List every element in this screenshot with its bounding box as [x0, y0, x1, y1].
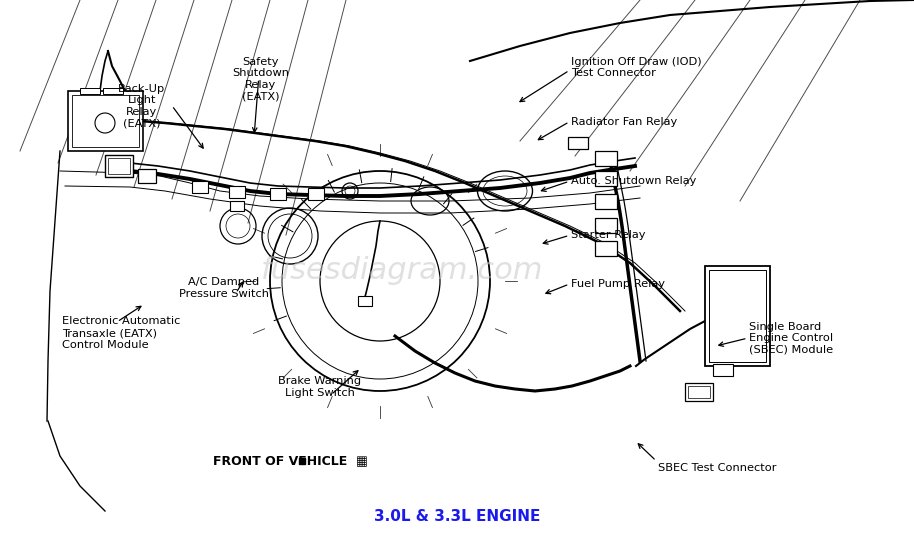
Bar — [230, 201, 244, 211]
Bar — [229, 186, 245, 198]
Bar — [595, 194, 617, 209]
Bar — [595, 241, 617, 256]
Bar — [72, 95, 139, 147]
Text: A/C Damped
Pressure Switch: A/C Damped Pressure Switch — [179, 277, 269, 299]
Bar — [80, 88, 100, 94]
Bar — [705, 266, 770, 366]
Bar — [358, 296, 372, 306]
Bar — [68, 91, 143, 151]
Bar — [138, 169, 156, 183]
Text: Starter Relay: Starter Relay — [571, 230, 646, 240]
Bar — [270, 188, 286, 200]
Bar — [105, 155, 133, 177]
Text: Auto. Shutdown Relay: Auto. Shutdown Relay — [571, 176, 696, 186]
Bar — [103, 88, 123, 94]
Text: 3.0L & 3.3L ENGINE: 3.0L & 3.3L ENGINE — [374, 509, 540, 524]
Text: Fuel Pump Relay: Fuel Pump Relay — [571, 279, 665, 289]
Bar — [713, 364, 733, 376]
Text: Electronic Automatic
Transaxle (EATX)
Control Module: Electronic Automatic Transaxle (EATX) Co… — [62, 316, 181, 349]
Bar — [685, 383, 713, 401]
Text: Brake Warning
Light Switch: Brake Warning Light Switch — [279, 376, 361, 398]
Text: Safety
Shutdown
Relay
(EATX): Safety Shutdown Relay (EATX) — [232, 57, 289, 102]
Text: Radiator Fan Relay: Radiator Fan Relay — [571, 117, 677, 127]
Bar — [595, 218, 617, 233]
Bar — [688, 386, 710, 398]
Bar — [192, 181, 208, 193]
Text: fusesdiagram.com: fusesdiagram.com — [260, 256, 544, 285]
Text: FRONT OF VEHICLE  ▦: FRONT OF VEHICLE ▦ — [213, 454, 368, 467]
Text: Single Board
Engine Control
(SBEC) Module: Single Board Engine Control (SBEC) Modul… — [749, 321, 834, 355]
Text: Ignition Off Draw (IOD)
Test Connector: Ignition Off Draw (IOD) Test Connector — [571, 57, 702, 78]
Text: Back-Up
Light
Relay
(EATX): Back-Up Light Relay (EATX) — [118, 84, 165, 129]
Bar — [709, 270, 766, 362]
Text: SBEC Test Connector: SBEC Test Connector — [658, 463, 777, 473]
Bar — [308, 188, 324, 200]
Bar — [595, 171, 617, 186]
Bar — [595, 151, 617, 166]
Bar — [568, 137, 588, 149]
Bar — [108, 158, 130, 174]
